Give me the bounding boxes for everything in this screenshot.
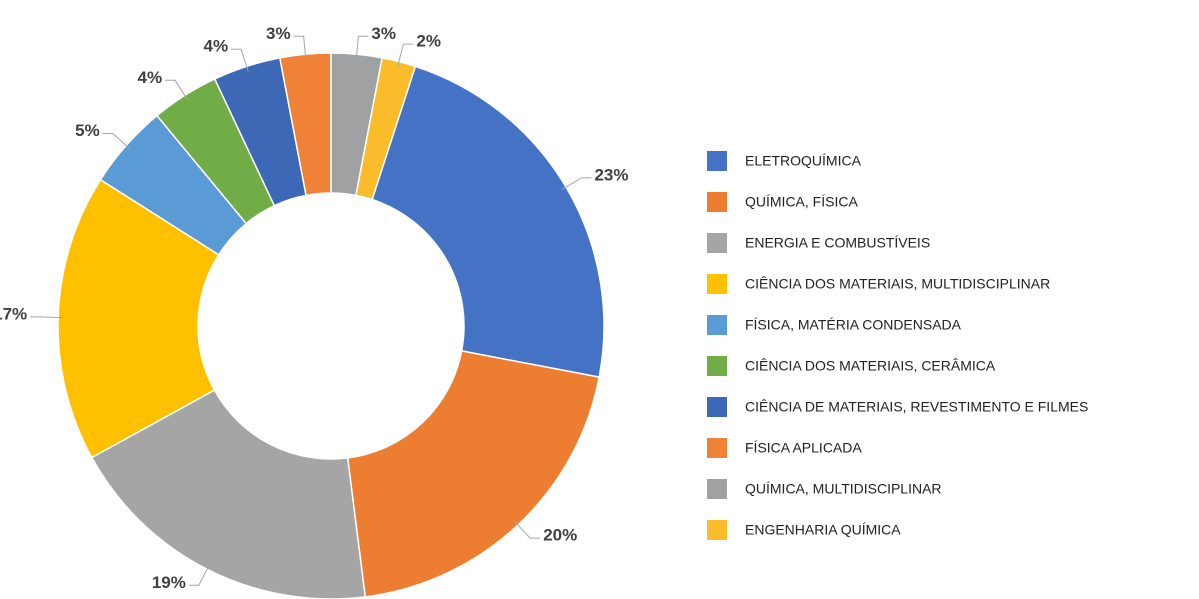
legend-swatch: [707, 356, 727, 376]
legend-label: ENGENHARIA QUÍMICA: [745, 522, 901, 538]
legend-swatch: [707, 438, 727, 458]
data-label: 3%: [371, 24, 396, 43]
data-label: 5%: [75, 121, 100, 140]
leader-line: [561, 177, 592, 191]
leader-line: [231, 48, 249, 72]
leader-line: [355, 35, 369, 60]
legend-label: QUÍMICA, MULTIDISCIPLINAR: [745, 481, 942, 497]
leader-line: [293, 35, 307, 60]
legend-swatch: [707, 274, 727, 294]
leader-line: [514, 521, 541, 539]
legend-label: FÍSICA APLICADA: [745, 440, 862, 456]
legend-swatch: [707, 151, 727, 171]
legend-swatch: [707, 192, 727, 212]
data-label: 4%: [203, 37, 228, 56]
donut-slice: [355, 56, 417, 201]
leader-line: [102, 133, 131, 150]
legend-swatch: [707, 233, 727, 253]
leader-line: [397, 43, 414, 67]
leader-line: [30, 316, 64, 319]
donut-slice: [57, 178, 220, 459]
legend-swatch: [707, 315, 727, 335]
data-label: 20%: [543, 526, 577, 545]
leader-line: [165, 79, 188, 100]
donut-slice: [346, 350, 601, 598]
legend-label: CIÊNCIA DOS MATERIAIS, CERÂMICA: [745, 358, 996, 374]
legend-swatch: [707, 479, 727, 499]
legend-label: ENERGIA E COMBUSTÍVEIS: [745, 235, 930, 251]
legend-label: FÍSICA, MATÉRIA CONDENSADA: [745, 317, 962, 333]
data-label: 4%: [137, 68, 162, 87]
data-label: 23%: [594, 165, 628, 184]
legend-swatch: [707, 397, 727, 417]
donut-slice: [90, 389, 367, 599]
legend-swatch: [707, 520, 727, 540]
data-label: 19%: [152, 573, 186, 592]
legend-label: QUÍMICA, FÍSICA: [745, 194, 858, 210]
legend-label: ELETROQUÍMICA: [745, 153, 862, 169]
leader-line: [188, 564, 210, 586]
data-label: 17%: [0, 304, 27, 323]
data-label: 3%: [266, 24, 291, 43]
data-label: 2%: [416, 32, 441, 51]
legend-label: CIÊNCIA DE MATERIAIS, REVESTIMENTO E FIL…: [745, 399, 1088, 415]
donut-slice: [371, 65, 605, 379]
legend-label: CIÊNCIA DOS MATERIAIS, MULTIDISCIPLINAR: [745, 276, 1050, 292]
